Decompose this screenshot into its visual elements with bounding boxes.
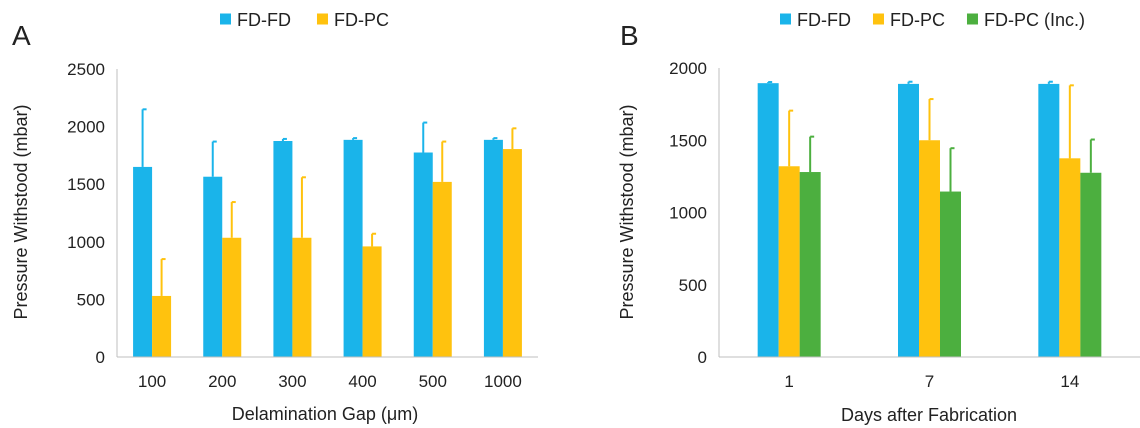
panel-label-b: B [620, 20, 639, 51]
bar-fd-fd-200 [203, 176, 223, 357]
x-tick-label-a: 200 [208, 372, 236, 391]
error-bar [928, 98, 934, 141]
x-axis-title-b: Days after Fabrication [841, 405, 1017, 425]
error-bar [511, 127, 517, 150]
x-tick-label-a: 100 [138, 372, 166, 391]
legend-swatch [780, 13, 791, 25]
bar-fd-fd-1 [757, 83, 779, 358]
bar-fd-pc-1000 [502, 149, 522, 357]
error-bar [1068, 84, 1074, 159]
legend-label: FD-PC [334, 10, 389, 30]
panel-b: B FD-FD FD-PC FD-PC (Inc.) Pressure Withst… [617, 10, 1140, 425]
bar-fd-pc-14 [1059, 158, 1081, 357]
error-bar [949, 147, 955, 192]
error-bar [352, 137, 358, 140]
error-bar [422, 121, 428, 153]
bar-fd-pc-inc-1 [799, 172, 821, 357]
y-tick-label-b: 0 [698, 348, 707, 367]
error-bar [160, 258, 166, 296]
x-tick-label-b: 7 [925, 372, 934, 391]
plot-area-a: 0 500 1000 1500 2000 2500 100 200 300 400 500 1000 [67, 60, 538, 391]
y-axis-title-b: Pressure Withstood (mbar) [617, 104, 637, 319]
x-tick-label-b: 14 [1060, 372, 1079, 391]
legend-swatch [220, 13, 231, 25]
legend-item: FD-PC [872, 10, 945, 30]
legend-b: FD-FD FD-PC FD-PC (Inc.) [780, 10, 1085, 30]
legend-label: FD-PC (Inc.) [984, 10, 1085, 30]
y-tick-label-b: 1500 [669, 131, 707, 150]
x-axis-title-a: Delamination Gap (μm) [232, 404, 418, 424]
error-bar [809, 135, 815, 173]
y-tick-label-a: 2500 [67, 60, 105, 79]
bar-fd-pc-400 [362, 246, 382, 357]
error-bar [230, 201, 236, 238]
error-bar [281, 137, 287, 141]
error-bar [767, 81, 773, 84]
legend-swatch [872, 13, 884, 25]
legend-item: FD-PC [316, 10, 389, 30]
error-bar [441, 140, 447, 182]
bar-fd-fd-400 [343, 139, 363, 357]
y-tick-label-a: 2000 [67, 118, 105, 137]
legend-item: FD-FD [220, 10, 291, 30]
legend-label: FD-FD [797, 10, 851, 30]
legend-label: FD-FD [237, 10, 291, 30]
error-bar [1047, 80, 1053, 84]
bar-fd-pc-100 [152, 295, 172, 357]
error-bar [788, 109, 794, 167]
error-bar [141, 108, 147, 167]
plot-area-b: 0 500 1000 1500 2000 1 7 14 [669, 59, 1140, 391]
legend-item: FD-FD [780, 10, 851, 30]
x-tick-label-b: 1 [784, 372, 793, 391]
x-tick-label-a: 300 [278, 372, 306, 391]
legend-swatch [316, 13, 328, 25]
error-bar [211, 140, 217, 177]
error-bar [1089, 138, 1095, 173]
bar-fd-pc-1 [778, 166, 800, 357]
bar-fd-fd-500 [413, 152, 433, 357]
error-bar [371, 232, 377, 247]
bar-fd-fd-7 [898, 83, 919, 358]
y-tick-label-b: 2000 [669, 59, 707, 78]
x-tick-label-a: 500 [419, 372, 447, 391]
legend-a: FD-FD FD-PC [220, 10, 389, 30]
bar-fd-fd-300 [273, 141, 293, 357]
bar-fd-pc-200 [222, 237, 242, 357]
error-bar [907, 80, 913, 84]
legend-label: FD-PC [890, 10, 945, 30]
panel-label-a: A [12, 20, 31, 51]
legend-item: FD-PC (Inc.) [966, 10, 1085, 30]
bar-fd-pc-300 [292, 237, 312, 357]
bar-fd-pc-500 [432, 181, 452, 357]
bar-fd-pc-inc-14 [1080, 172, 1102, 357]
y-tick-label-a: 1000 [67, 233, 105, 252]
y-tick-label-a: 0 [96, 348, 105, 367]
panel-a: A FD-FD FD-PC Pressure Withstood (mbar) D… [11, 10, 538, 424]
bar-fd-pc-7 [919, 140, 940, 357]
bar-fd-fd-1000 [483, 139, 503, 357]
bar-fd-fd-14 [1038, 83, 1060, 358]
x-tick-label-a: 1000 [484, 372, 522, 391]
y-axis-title-a: Pressure Withstood (mbar) [11, 104, 31, 319]
x-tick-label-a: 400 [348, 372, 376, 391]
y-tick-label-b: 500 [679, 276, 707, 295]
y-tick-label-a: 1500 [67, 175, 105, 194]
bar-fd-pc-inc-7 [940, 191, 961, 357]
error-bar [300, 176, 306, 238]
y-tick-label-a: 500 [77, 290, 105, 309]
y-tick-label-b: 1000 [669, 204, 707, 223]
error-bar [492, 137, 498, 140]
bar-fd-fd-100 [133, 166, 153, 357]
legend-swatch [966, 13, 978, 25]
